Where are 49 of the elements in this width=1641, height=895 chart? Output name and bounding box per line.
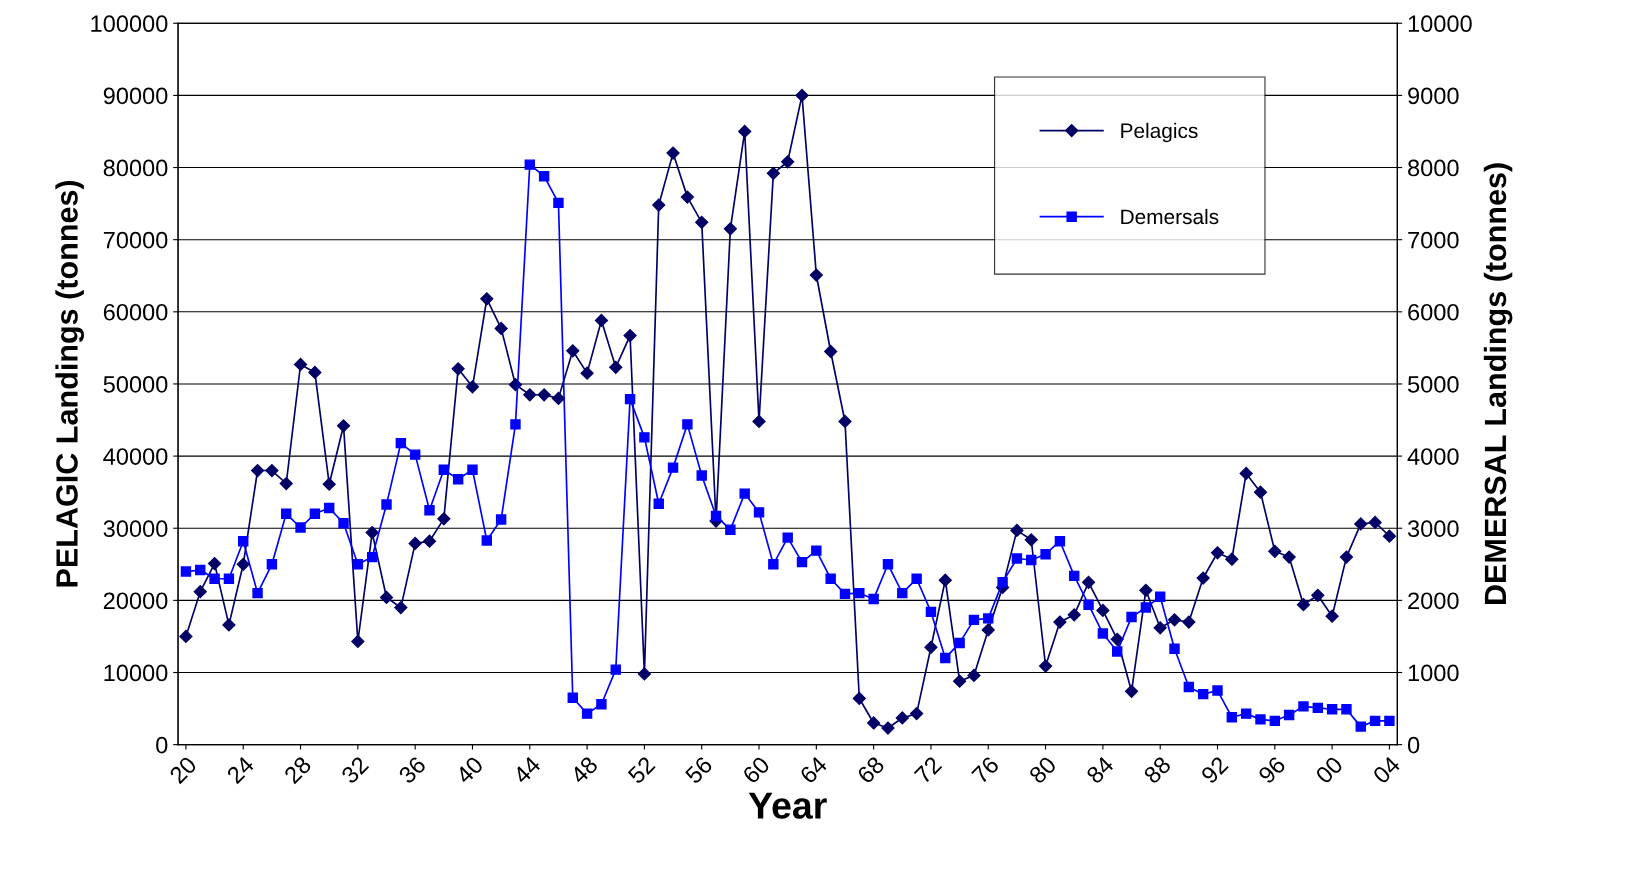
y2-axis-title: DEMERSAL Landings (tonnes)	[1483, 163, 1513, 604]
x-tick-label: 56	[684, 755, 714, 785]
x-tick-label: 76	[970, 755, 1000, 785]
y2-tick-label: 6000	[1408, 303, 1459, 321]
y2-tick-label: 4000	[1407, 448, 1459, 465]
x-tick-label: 84	[1085, 755, 1115, 785]
x-tick-label: 00	[1314, 755, 1344, 785]
legend-label: Demersals	[1121, 208, 1219, 225]
x-tick-label: 88	[1142, 755, 1172, 785]
y2-tick-label: 2000	[1408, 592, 1459, 610]
x-tick-label: 80	[1028, 755, 1058, 785]
x-tick-label: 40	[454, 755, 485, 785]
x-tick-label: 48	[569, 755, 599, 785]
y2-tick-label: 7000	[1408, 231, 1459, 249]
y-axis-title: PELAGIC Landings (tonnes)	[55, 180, 84, 587]
x-tick-label: 36	[397, 755, 427, 785]
y-tick-label: 80000	[103, 159, 168, 177]
x-tick-label: 04	[1371, 755, 1402, 785]
y-tick-label: 60000	[103, 303, 168, 321]
y2-tick-label: 3000	[1407, 520, 1459, 538]
y-tick-label: 100000	[91, 15, 168, 33]
y2-tick-label: 8000	[1408, 159, 1459, 177]
y-tick-label: 50000	[103, 376, 168, 393]
x-tick-label: 92	[1200, 755, 1229, 785]
x-tick-label: 32	[340, 755, 370, 785]
x-tick-label: 52	[626, 755, 656, 785]
x-tick-label: 64	[799, 755, 829, 785]
x-tick-label: 20	[168, 755, 198, 785]
y2-tick-label: 10000	[1408, 15, 1472, 33]
x-tick-label: 44	[512, 755, 542, 785]
y-tick-label: 70000	[103, 231, 168, 249]
y-tick-label: 40000	[103, 448, 168, 465]
y-tick-label: 10000	[104, 664, 168, 682]
x-tick-label: 72	[913, 755, 943, 785]
y2-tick-label: 1000	[1408, 664, 1459, 682]
y-tick-label: 90000	[103, 87, 168, 105]
x-axis-title: Year	[748, 792, 827, 819]
legend-label: Pelagics	[1121, 122, 1198, 143]
x-tick-label: 28	[283, 755, 313, 785]
y2-tick-label: 5000	[1407, 376, 1459, 393]
x-tick-label: 60	[741, 755, 771, 785]
y2-tick-label: 0	[1407, 736, 1420, 754]
y2-tick-label: 9000	[1408, 87, 1459, 105]
x-tick-label: 96	[1257, 755, 1287, 785]
y-tick-label: 0	[156, 736, 168, 754]
y-tick-label: 30000	[103, 520, 168, 538]
x-tick-label: 24	[225, 755, 255, 785]
y-tick-label: 20000	[103, 592, 168, 610]
x-tick-label: 68	[856, 755, 886, 785]
